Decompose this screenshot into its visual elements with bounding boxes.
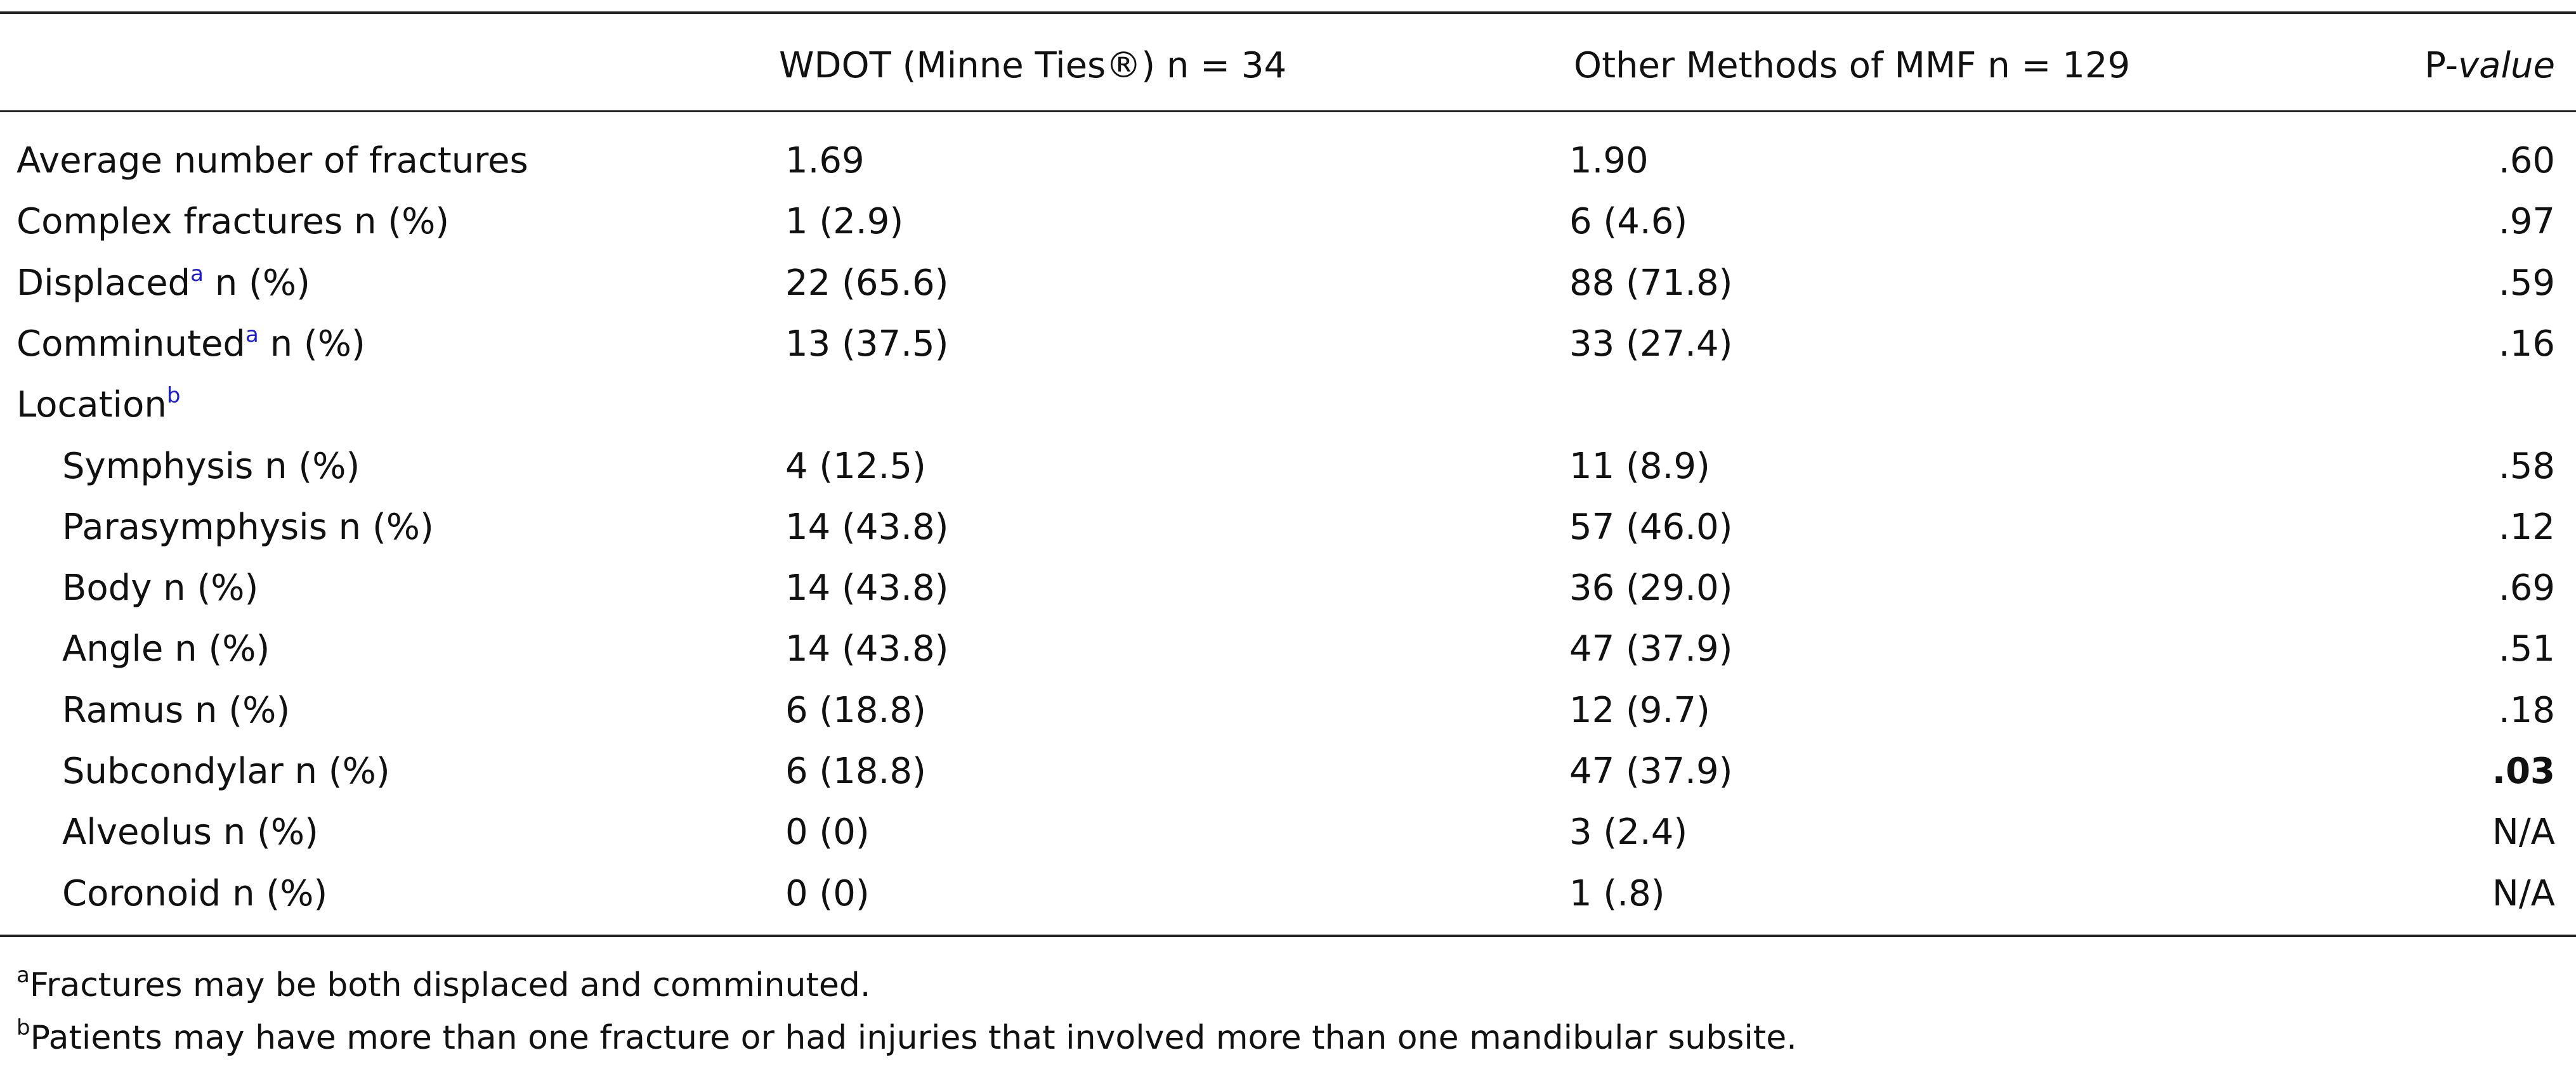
footnote-mark: b bbox=[16, 1015, 30, 1040]
pvalue-prefix: P- bbox=[2424, 45, 2459, 86]
cell-wdot: 4 (12.5) bbox=[785, 445, 926, 487]
top-rule bbox=[0, 11, 2576, 14]
footnote: aFractures may be both displaced and com… bbox=[16, 964, 871, 1004]
cell-pvalue: N/A bbox=[2492, 812, 2555, 853]
cell-pvalue: .58 bbox=[2498, 445, 2555, 487]
cell-other: 6 (4.6) bbox=[1569, 201, 1688, 243]
row-label: Displaceda n (%) bbox=[16, 263, 310, 301]
cell-wdot: 1 (2.9) bbox=[785, 201, 904, 243]
footnote: bPatients may have more than one fractur… bbox=[16, 1017, 1797, 1057]
cell-wdot: 0 (0) bbox=[785, 812, 870, 853]
footnote-text: Fractures may be both displaced and comm… bbox=[29, 966, 871, 1004]
label-text: Symphysis n (%) bbox=[62, 445, 360, 487]
label-text: Subcondylar n (%) bbox=[62, 751, 390, 792]
cell-other: 11 (8.9) bbox=[1569, 445, 1710, 487]
label-text: Alveolus n (%) bbox=[62, 812, 318, 853]
pvalue-italic: value bbox=[2458, 45, 2555, 86]
cell-pvalue: .59 bbox=[2498, 262, 2555, 304]
row-label: Coronoid n (%) bbox=[62, 876, 327, 912]
row-label: Locationb bbox=[16, 384, 180, 426]
cell-wdot: 14 (43.8) bbox=[785, 628, 949, 670]
label-text: n (%) bbox=[214, 262, 310, 304]
cell-pvalue: .12 bbox=[2498, 506, 2555, 548]
cell-other: 47 (37.9) bbox=[1569, 628, 1733, 670]
label-text: Average number of fractures bbox=[16, 140, 528, 181]
cell-pvalue: .97 bbox=[2498, 201, 2555, 243]
label-text: Parasymphysis n (%) bbox=[62, 506, 434, 548]
label-text: Body n (%) bbox=[62, 567, 259, 609]
cell-other: 33 (27.4) bbox=[1569, 323, 1733, 365]
header-col1: WDOT (Minne Ties®) n = 34 bbox=[779, 45, 1287, 86]
row-label: Comminuteda n (%) bbox=[16, 324, 365, 362]
cell-pvalue: .03 bbox=[2492, 751, 2555, 792]
cell-wdot: 22 (65.6) bbox=[785, 262, 949, 304]
label-text: Complex fractures n (%) bbox=[16, 201, 450, 243]
cell-wdot: 6 (18.8) bbox=[785, 751, 926, 792]
cell-pvalue: N/A bbox=[2492, 872, 2555, 914]
label-text: Coronoid n (%) bbox=[62, 872, 328, 914]
row-label: Parasymphysis n (%) bbox=[62, 506, 434, 548]
row-label: Symphysis n (%) bbox=[62, 445, 360, 487]
cell-wdot: 6 (18.8) bbox=[785, 689, 926, 731]
row-label: Ramus n (%) bbox=[62, 689, 291, 731]
cell-wdot: 13 (37.5) bbox=[785, 323, 949, 365]
cell-pvalue: .16 bbox=[2498, 323, 2555, 365]
footnote-mark: a bbox=[190, 261, 204, 287]
cell-other: 1 (.8) bbox=[1569, 872, 1665, 914]
header-pvalue: P-value bbox=[2424, 48, 2555, 84]
cell-other: 12 (9.7) bbox=[1569, 689, 1710, 731]
label-text: n (%) bbox=[270, 323, 365, 365]
cell-other: 1.90 bbox=[1569, 140, 1649, 181]
row-label: Average number of fractures bbox=[16, 143, 528, 179]
cell-other: 47 (37.9) bbox=[1569, 751, 1733, 792]
label-text: Ramus n (%) bbox=[62, 689, 291, 731]
footnote-mark: a bbox=[16, 962, 30, 988]
label-text: Comminuted bbox=[16, 323, 245, 365]
row-label: Complex fractures n (%) bbox=[16, 204, 449, 240]
header-rule bbox=[0, 110, 2576, 112]
bottom-rule bbox=[0, 935, 2576, 937]
cell-wdot: 1.69 bbox=[785, 140, 865, 181]
row-label: Body n (%) bbox=[62, 571, 258, 606]
cell-other: 3 (2.4) bbox=[1569, 812, 1688, 853]
cell-pvalue: .51 bbox=[2498, 628, 2555, 670]
cell-pvalue: .69 bbox=[2498, 567, 2555, 609]
label-text: Displaced bbox=[16, 262, 191, 304]
label-text: Location bbox=[16, 384, 167, 426]
cell-other: 57 (46.0) bbox=[1569, 506, 1733, 548]
label-text: Angle n (%) bbox=[62, 628, 270, 670]
footnote-text: Patients may have more than one fracture… bbox=[30, 1019, 1797, 1057]
footnote-mark: a bbox=[245, 321, 259, 347]
row-label: Subcondylar n (%) bbox=[62, 754, 390, 789]
row-label: Alveolus n (%) bbox=[62, 815, 318, 850]
cell-wdot: 14 (43.8) bbox=[785, 506, 949, 548]
cell-wdot: 14 (43.8) bbox=[785, 567, 949, 609]
cell-other: 88 (71.8) bbox=[1569, 262, 1733, 304]
cell-pvalue: .18 bbox=[2498, 689, 2555, 731]
cell-pvalue: .60 bbox=[2498, 140, 2555, 181]
cell-wdot: 0 (0) bbox=[785, 872, 870, 914]
row-label: Angle n (%) bbox=[62, 632, 270, 667]
cell-other: 36 (29.0) bbox=[1569, 567, 1733, 609]
header-col2: Other Methods of MMF n = 129 bbox=[1574, 45, 2131, 86]
footnote-mark: b bbox=[166, 383, 181, 409]
